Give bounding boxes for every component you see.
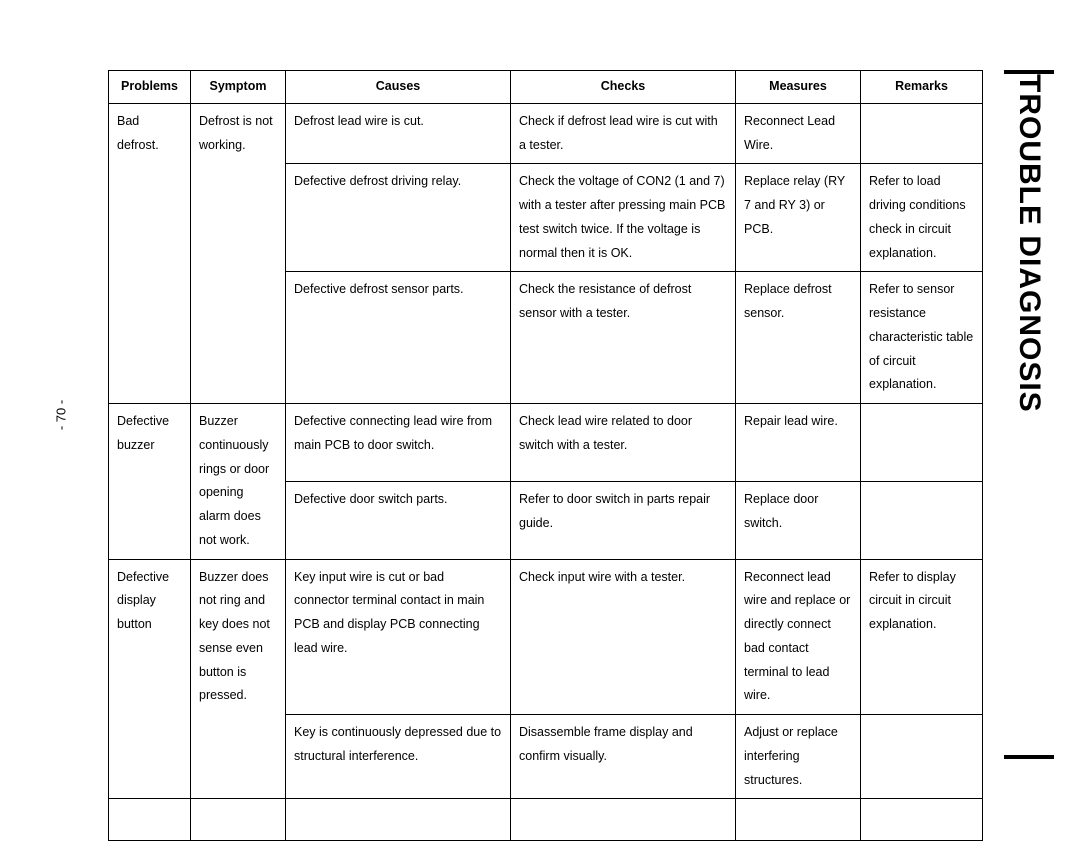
cell-check: Check lead wire related to door switch w… xyxy=(511,404,736,482)
table-row: Defective display button Buzzer does not… xyxy=(109,559,983,715)
cell-cause: Defective connecting lead wire from main… xyxy=(286,404,511,482)
header-measures: Measures xyxy=(736,71,861,104)
cell-measure: Adjust or replace interfering structures… xyxy=(736,715,861,799)
cell-check: Check if defrost lead wire is cut with a… xyxy=(511,103,736,164)
cell-cause: Defective door switch parts. xyxy=(286,481,511,559)
cell-measure: Reconnect Lead Wire. xyxy=(736,103,861,164)
cell-remark xyxy=(861,715,983,799)
cell-remark: Refer to sensor resistance characteristi… xyxy=(861,272,983,404)
header-checks: Checks xyxy=(511,71,736,104)
cell-blank xyxy=(286,799,511,841)
cell-cause: Defrost lead wire is cut. xyxy=(286,103,511,164)
page-number: - 70 - xyxy=(54,399,69,429)
table-header-row: Problems Symptom Causes Checks Measures … xyxy=(109,71,983,104)
cell-cause: Key input wire is cut or bad connector t… xyxy=(286,559,511,715)
cell-blank xyxy=(736,799,861,841)
table-row: Bad defrost. Defrost is not working. Def… xyxy=(109,103,983,164)
side-title: TROUBLE DIAGNOSIS xyxy=(1012,74,1046,413)
cell-blank xyxy=(109,799,191,841)
cell-measure: Replace relay (RY 7 and RY 3) or PCB. xyxy=(736,164,861,272)
cell-remark xyxy=(861,404,983,482)
cell-remark: Refer to display circuit in circuit expl… xyxy=(861,559,983,715)
cell-symptom: Defrost is not working. xyxy=(191,103,286,403)
cell-remark xyxy=(861,481,983,559)
cell-symptom: Buzzer does not ring and key does not se… xyxy=(191,559,286,799)
diagnosis-table: Problems Symptom Causes Checks Measures … xyxy=(108,70,983,841)
cell-cause: Key is continuously depressed due to str… xyxy=(286,715,511,799)
cell-remark xyxy=(861,103,983,164)
header-causes: Causes xyxy=(286,71,511,104)
cell-symptom: Buzzer continuously rings or door openin… xyxy=(191,404,286,560)
cell-blank xyxy=(191,799,286,841)
cell-check: Disassemble frame display and confirm vi… xyxy=(511,715,736,799)
side-title-block: TROUBLE DIAGNOSIS xyxy=(1004,70,1054,759)
table-row: Defective buzzer Buzzer continuously rin… xyxy=(109,404,983,482)
cell-cause: Defective defrost driving relay. xyxy=(286,164,511,272)
cell-blank xyxy=(861,799,983,841)
cell-measure: Replace defrost sensor. xyxy=(736,272,861,404)
cell-problem: Bad defrost. xyxy=(109,103,191,403)
cell-measure: Replace door switch. xyxy=(736,481,861,559)
cell-measure: Reconnect lead wire and replace or direc… xyxy=(736,559,861,715)
header-remarks: Remarks xyxy=(861,71,983,104)
cell-check: Refer to door switch in parts repair gui… xyxy=(511,481,736,559)
cell-check: Check the resistance of defrost sensor w… xyxy=(511,272,736,404)
table-row-blank xyxy=(109,799,983,841)
cell-measure: Repair lead wire. xyxy=(736,404,861,482)
cell-remark: Refer to load driving conditions check i… xyxy=(861,164,983,272)
header-problems: Problems xyxy=(109,71,191,104)
cell-check: Check input wire with a tester. xyxy=(511,559,736,715)
cell-problem: Defective display button xyxy=(109,559,191,799)
cell-cause: Defective defrost sensor parts. xyxy=(286,272,511,404)
cell-check: Check the voltage of CON2 (1 and 7) with… xyxy=(511,164,736,272)
header-symptom: Symptom xyxy=(191,71,286,104)
cell-blank xyxy=(511,799,736,841)
cell-problem: Defective buzzer xyxy=(109,404,191,560)
